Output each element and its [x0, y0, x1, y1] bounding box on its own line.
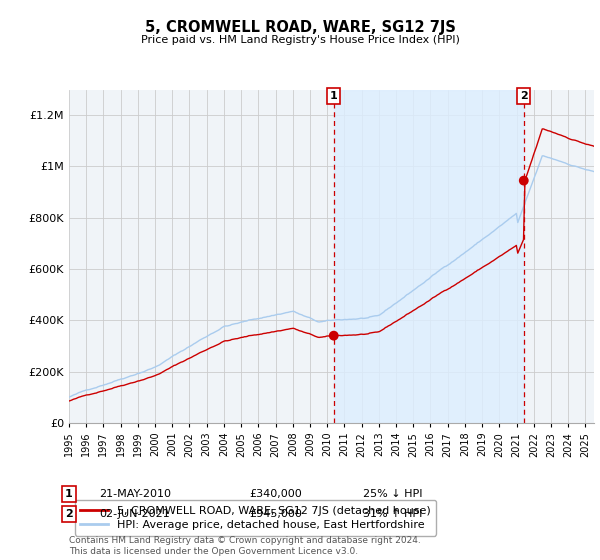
Text: 25% ↓ HPI: 25% ↓ HPI — [363, 489, 422, 499]
Text: 5, CROMWELL ROAD, WARE, SG12 7JS: 5, CROMWELL ROAD, WARE, SG12 7JS — [145, 20, 455, 35]
Text: Contains HM Land Registry data © Crown copyright and database right 2024.
This d: Contains HM Land Registry data © Crown c… — [69, 536, 421, 556]
Text: 2: 2 — [520, 91, 527, 101]
Text: 02-JUN-2021: 02-JUN-2021 — [99, 509, 170, 519]
Text: 2: 2 — [65, 509, 73, 519]
Text: 1: 1 — [65, 489, 73, 499]
Legend: 5, CROMWELL ROAD, WARE, SG12 7JS (detached house), HPI: Average price, detached : 5, CROMWELL ROAD, WARE, SG12 7JS (detach… — [74, 500, 436, 535]
Point — [329, 331, 338, 340]
Text: Price paid vs. HM Land Registry's House Price Index (HPI): Price paid vs. HM Land Registry's House … — [140, 35, 460, 45]
Text: 31% ↑ HPI: 31% ↑ HPI — [363, 509, 422, 519]
Text: 21-MAY-2010: 21-MAY-2010 — [99, 489, 171, 499]
Text: £340,000: £340,000 — [249, 489, 302, 499]
Text: £945,000: £945,000 — [249, 509, 302, 519]
Point — [519, 176, 529, 185]
Bar — [334, 90, 524, 423]
Text: 1: 1 — [330, 91, 338, 101]
